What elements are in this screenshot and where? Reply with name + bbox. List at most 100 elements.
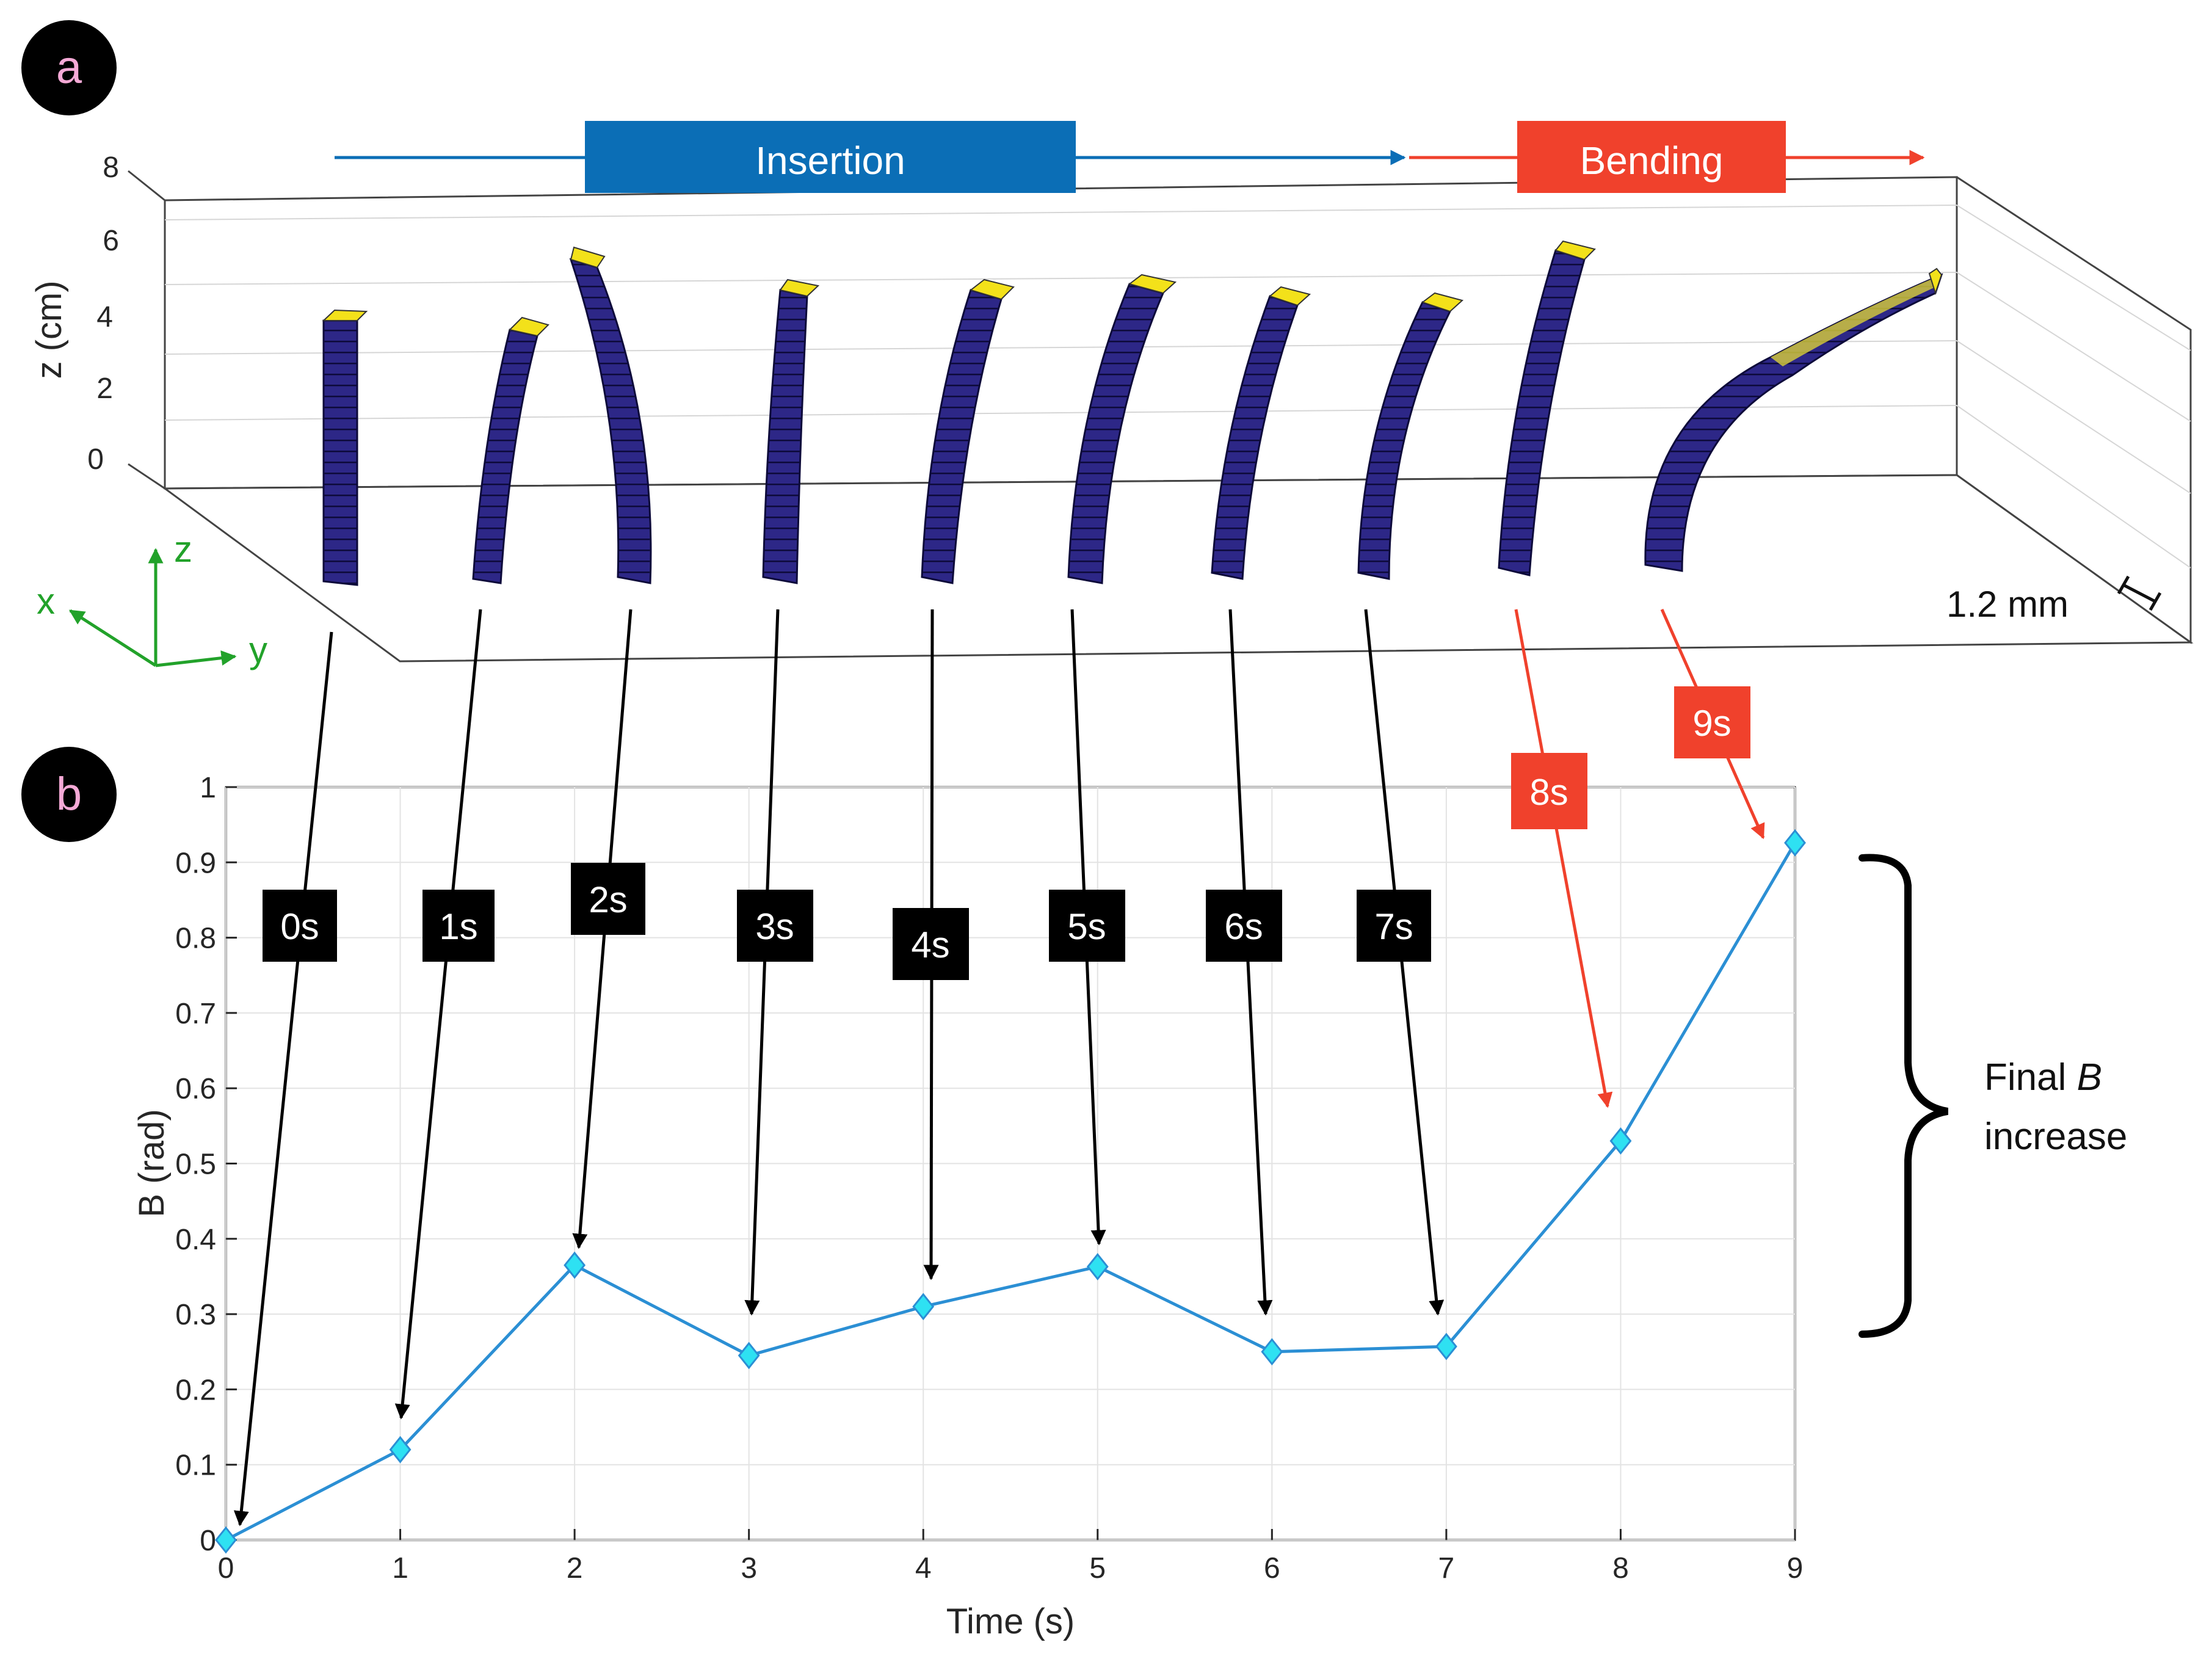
- svg-text:6s: 6s: [1224, 906, 1263, 947]
- insertion-label: Insertion: [755, 139, 905, 183]
- scale-bar: 1.2 mm: [1946, 575, 2162, 625]
- svg-text:2s: 2s: [589, 879, 627, 920]
- x-tick-label: 6: [1264, 1552, 1280, 1585]
- axis-triad: [68, 548, 237, 667]
- data-point: [215, 1526, 237, 1554]
- triad-x-label: x: [37, 581, 55, 622]
- triad-y-axis: [155, 650, 237, 667]
- svg-text:0s: 0s: [280, 906, 319, 947]
- needles: [322, 240, 1943, 586]
- time-label-9s: 9s: [1674, 686, 1750, 758]
- box-edge: [128, 170, 165, 202]
- needle-2s: [569, 246, 652, 584]
- bending-label: Bending: [1580, 139, 1724, 183]
- time-label-1s: 1s: [422, 890, 495, 962]
- arrow-0s: [233, 631, 333, 1527]
- svg-text:9s: 9s: [1692, 703, 1731, 744]
- grid: [225, 786, 1796, 1541]
- arrow-1s: [394, 609, 482, 1420]
- z-tick: 0: [87, 443, 104, 476]
- svg-text:5s: 5s: [1067, 906, 1106, 947]
- needle-4s: [921, 278, 1015, 584]
- panel-b-badge: b: [21, 747, 117, 842]
- y-tick-label: 0.7: [175, 998, 216, 1030]
- svg-text:8s: 8s: [1529, 772, 1568, 813]
- time-labels: 0s 1s 2s 3s 4s 5s: [263, 686, 1750, 980]
- x-axis-label: Time (s): [946, 1602, 1075, 1641]
- x-tick-label: 4: [915, 1552, 932, 1585]
- needle-5s: [1067, 274, 1177, 584]
- y-tick-label: 0.5: [175, 1149, 216, 1181]
- x-tick-label: 8: [1612, 1552, 1629, 1585]
- box-3d: [128, 170, 2194, 663]
- time-label-2s: 2s: [571, 863, 645, 935]
- x-tick-label: 2: [567, 1552, 583, 1585]
- triad-z-label: z: [174, 529, 192, 570]
- y-tick-label: 0.4: [175, 1224, 216, 1256]
- data-point: [1784, 829, 1806, 857]
- y-tick-label: 0.3: [175, 1299, 216, 1331]
- panel-a-badge: a: [21, 20, 117, 115]
- svg-text:7s: 7s: [1374, 906, 1413, 947]
- series-line: [225, 841, 1797, 1542]
- x-ticks: 0 1 2 3 4 5 6 7 8 9: [218, 1529, 1804, 1585]
- svg-text:1s: 1s: [439, 906, 477, 947]
- panel-b-letter: b: [56, 768, 82, 820]
- series-markers: [215, 829, 1806, 1554]
- triad-x-axis: [68, 609, 157, 667]
- panel-a-letter: a: [56, 42, 82, 93]
- x-tick-label: 0: [218, 1552, 234, 1585]
- time-label-0s: 0s: [263, 890, 337, 962]
- needle-7s: [1357, 292, 1464, 580]
- data-point: [1435, 1332, 1457, 1360]
- x-tick-label: 9: [1787, 1552, 1804, 1585]
- time-label-4s: 4s: [893, 908, 969, 980]
- data-point: [389, 1436, 412, 1464]
- data-point: [564, 1251, 586, 1279]
- time-label-8s: 8s: [1511, 753, 1587, 829]
- box-edge: [128, 463, 165, 490]
- phase-bending: Bending: [1409, 121, 1925, 193]
- needle-0s: [322, 309, 368, 586]
- brace: [1858, 854, 1949, 1338]
- svg-text:4s: 4s: [911, 924, 949, 965]
- z-tick: 6: [103, 225, 119, 257]
- z-tick: 2: [96, 372, 113, 405]
- data-point: [912, 1293, 935, 1321]
- phase-insertion: Insertion: [335, 121, 1406, 193]
- data-point: [738, 1342, 760, 1370]
- insertion-box: [585, 121, 1076, 193]
- y-tick-label: 0.9: [175, 847, 216, 879]
- triad-y-label: y: [249, 630, 267, 670]
- x-tick-label: 7: [1438, 1552, 1455, 1585]
- box-floor: [162, 474, 2194, 663]
- bending-box: [1517, 121, 1786, 193]
- data-point: [1609, 1127, 1632, 1155]
- needle-1s: [472, 316, 549, 584]
- needle-8s: [1498, 240, 1596, 576]
- data-point: [1086, 1253, 1109, 1280]
- panel-b: b 0 1 2 3 4 5 6 7 8 9 0 0.1 0.2 0.3 0.4 0.5 0.6 0.7 0.8 0.…: [21, 608, 2127, 1641]
- box-grid: [164, 205, 2191, 568]
- needle-6s: [1211, 286, 1311, 580]
- time-label-7s: 7s: [1357, 890, 1431, 962]
- z-axis-label: z (cm): [29, 280, 69, 379]
- brace-label-line1: Final B: [1984, 1056, 2102, 1099]
- x-tick-label: 3: [741, 1552, 757, 1585]
- arrow-8s: [1514, 609, 1613, 1108]
- brace-label-line2: increase: [1984, 1116, 2127, 1158]
- needle-9s: [1644, 267, 1943, 572]
- y-tick-label: 0: [200, 1525, 216, 1557]
- panel-a: a 0 2 4 6 8 z (cm): [21, 20, 2194, 670]
- y-ticks: 0 0.1 0.2 0.3 0.4 0.5 0.6 0.7 0.8 0.9 1: [175, 772, 237, 1557]
- time-label-3s: 3s: [737, 890, 813, 962]
- time-label-6s: 6s: [1206, 890, 1282, 962]
- y-tick-label: 0.6: [175, 1073, 216, 1105]
- data-point: [1261, 1338, 1283, 1366]
- time-label-5s: 5s: [1049, 890, 1125, 962]
- x-tick-label: 1: [392, 1552, 408, 1585]
- z-tick: 4: [96, 301, 113, 333]
- z-axis: 0 2 4 6 8 z (cm): [29, 151, 119, 476]
- svg-text:3s: 3s: [755, 906, 794, 947]
